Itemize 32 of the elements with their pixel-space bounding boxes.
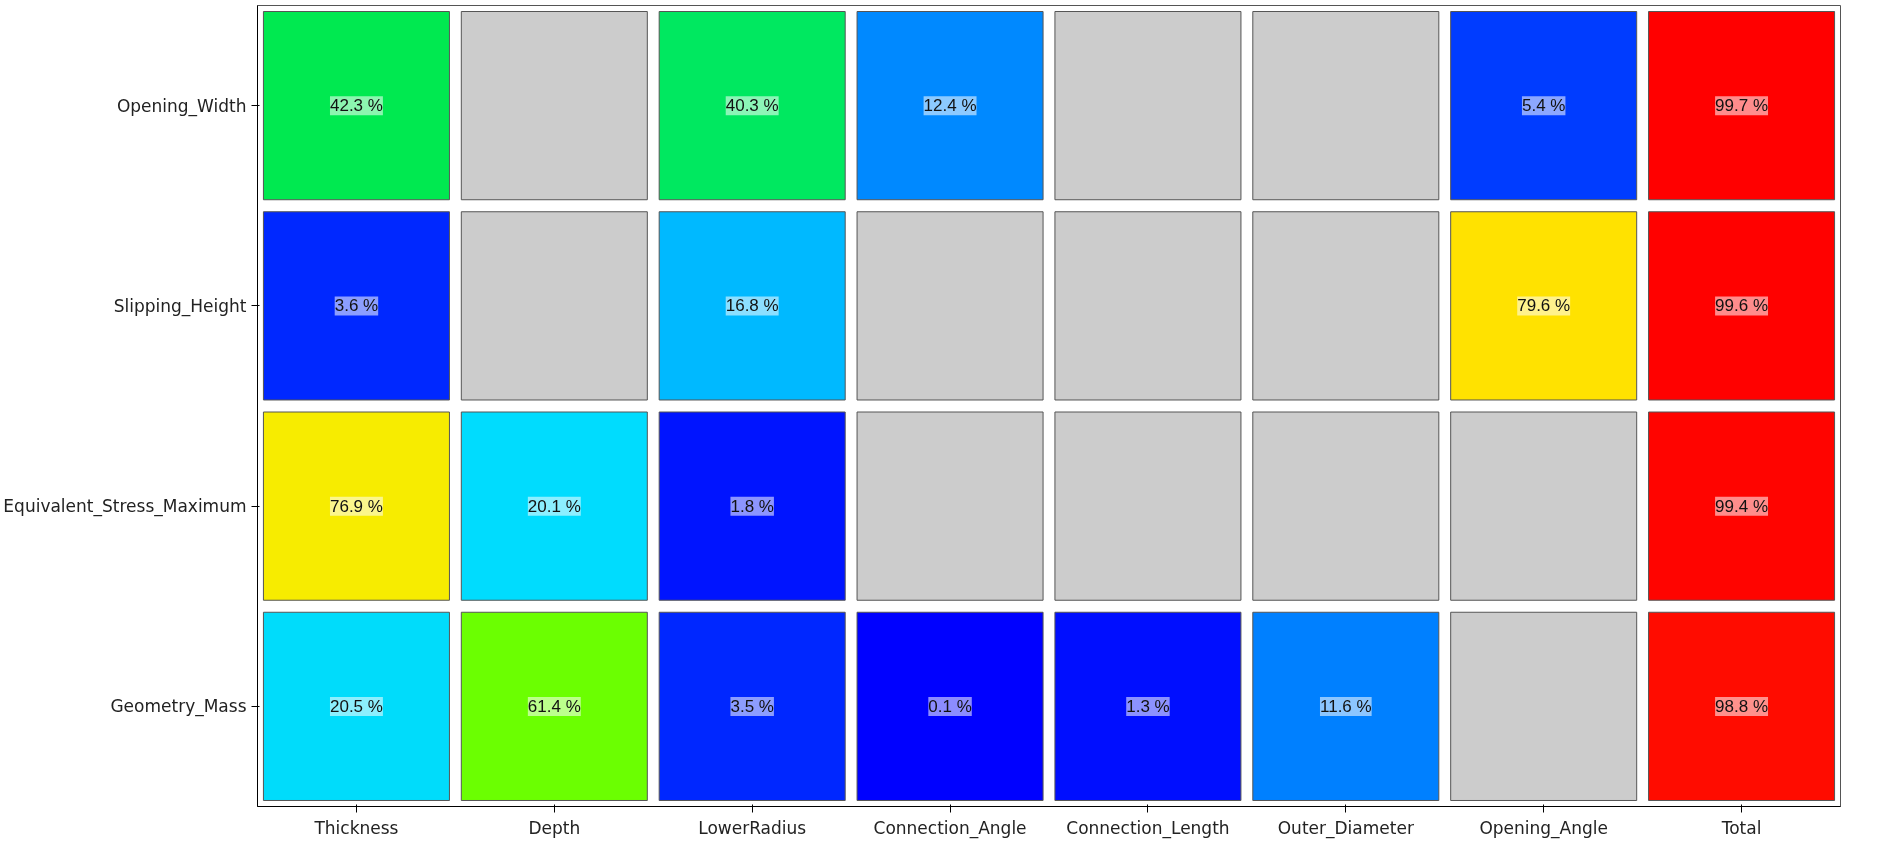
x-tick-label: Thickness bbox=[313, 817, 399, 838]
data-label: 1.8 % bbox=[730, 496, 774, 516]
data-label: 1.3 % bbox=[1126, 696, 1170, 716]
data-label: 3.5 % bbox=[730, 696, 774, 716]
data-label: 98.8 % bbox=[1715, 696, 1769, 716]
data-label: 42.3 % bbox=[329, 96, 383, 116]
data-label: 16.8 % bbox=[725, 296, 779, 316]
data-label: 61.4 % bbox=[527, 696, 581, 716]
y-tick-label: Opening_Width bbox=[116, 95, 247, 117]
y-tick-label: Geometry_Mass bbox=[110, 696, 247, 718]
data-label: 99.4 % bbox=[1715, 496, 1769, 516]
x-tick-label: Connection_Length bbox=[1066, 817, 1230, 839]
data-label: 12.4 % bbox=[923, 96, 977, 116]
y-tick-label: Slipping_Height bbox=[113, 295, 247, 317]
data-label: 3.6 % bbox=[334, 296, 379, 316]
data-label: 20.1 % bbox=[527, 496, 581, 516]
data-label: 76.9 % bbox=[329, 496, 383, 516]
data-label: 20.5 % bbox=[329, 696, 383, 716]
data-label: 11.6 % bbox=[1319, 696, 1372, 716]
y-tick-label: Equivalent_Stress_Maximum bbox=[3, 496, 247, 518]
data-label: 99.7 % bbox=[1715, 96, 1769, 116]
data-label: 5.4 % bbox=[1521, 96, 1566, 116]
x-tick-label: Opening_Angle bbox=[1479, 817, 1608, 839]
x-tick-label: Connection_Angle bbox=[873, 817, 1027, 839]
data-label: 0.1 % bbox=[928, 696, 972, 716]
data-label: 99.6 % bbox=[1715, 296, 1769, 316]
x-tick-label: Outer_Diameter bbox=[1277, 817, 1414, 839]
x-tick-label: Depth bbox=[528, 817, 581, 838]
x-tick-label: Total bbox=[1720, 817, 1762, 838]
x-tick-label: LowerRadius bbox=[698, 817, 807, 838]
data-label: 79.6 % bbox=[1517, 296, 1571, 316]
data-label: 40.3 % bbox=[725, 96, 779, 116]
